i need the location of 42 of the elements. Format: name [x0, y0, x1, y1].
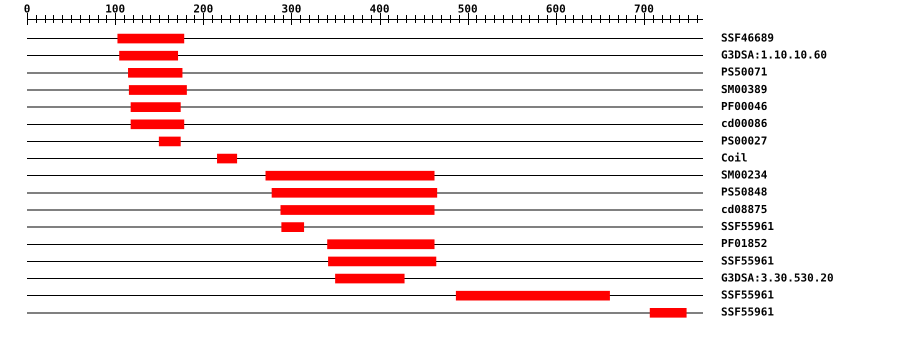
bar — [128, 68, 182, 78]
y-tick-label: SSF55961 — [721, 306, 774, 319]
bar — [335, 274, 405, 284]
bar — [650, 308, 687, 318]
y-tick-label: G3DSA:1.10.10.60 — [721, 48, 827, 62]
x-tick-label: 300 — [281, 2, 302, 16]
y-tick-label: PS00027 — [721, 134, 768, 148]
bar — [281, 222, 304, 232]
bar — [280, 205, 435, 215]
x-tick-label: 500 — [458, 2, 478, 16]
y-tick-label: SSF55961 — [721, 288, 774, 302]
bar — [272, 188, 438, 198]
y-tick-label: SM00389 — [721, 82, 768, 96]
bar — [119, 50, 178, 61]
bar — [130, 102, 181, 112]
bar — [130, 119, 184, 130]
y-tick-label: PF00046 — [721, 100, 768, 113]
y-tick-label: PS50848 — [721, 186, 768, 199]
x-tick-label: 200 — [193, 2, 214, 16]
x-tick-label: 700 — [634, 2, 654, 16]
y-tick-label: PF01852 — [721, 237, 768, 250]
y-tick-label: G3DSA:3.30.530.20 — [721, 271, 834, 284]
bar — [117, 34, 184, 44]
bar — [328, 256, 436, 266]
x-tick-label: 0 — [24, 2, 30, 16]
bar — [456, 290, 610, 301]
x-tick-label: 400 — [370, 2, 390, 16]
y-tick-label: SSF55961 — [721, 220, 774, 233]
y-tick-label: SSF46689 — [721, 31, 774, 44]
y-tick-label: SSF55961 — [721, 254, 774, 268]
y-tick-label: SM00234 — [721, 168, 768, 182]
bar — [128, 85, 187, 95]
y-tick-label: Coil — [721, 151, 748, 164]
y-tick-label: cd00086 — [721, 117, 768, 130]
y-tick-label: PS50071 — [721, 66, 768, 79]
y-tick-label: cd08875 — [721, 202, 768, 216]
bar — [266, 170, 435, 181]
x-tick-label: 600 — [546, 2, 566, 16]
bar — [158, 136, 181, 146]
x-tick-label: 100 — [105, 2, 126, 16]
bar — [327, 239, 435, 250]
bar — [217, 154, 238, 164]
